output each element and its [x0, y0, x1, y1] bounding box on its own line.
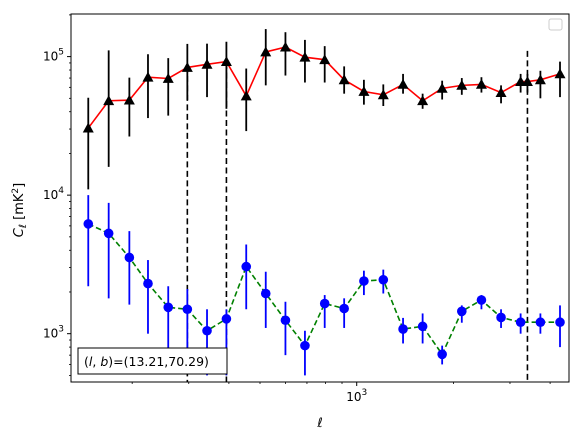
series-group: [82, 29, 566, 376]
series-0-point: [377, 89, 389, 100]
y-tick-label-1: 104: [43, 186, 64, 202]
y-tick-label-2: 105: [43, 48, 64, 64]
series-0-point: [142, 71, 154, 82]
series-1-point: [515, 317, 526, 328]
series-0-point: [338, 74, 350, 85]
series-1-point: [182, 304, 193, 315]
y-tick-label-0: 103: [43, 325, 64, 341]
series-0-point: [475, 78, 487, 89]
series-0-point: [417, 95, 429, 106]
series-0-point: [201, 58, 213, 69]
series-1-point: [221, 314, 232, 324]
series-0-point: [554, 68, 566, 79]
series-1-point: [457, 306, 467, 317]
series-0-point: [397, 78, 409, 89]
series-0-point: [436, 82, 448, 93]
series-1-point: [202, 325, 212, 336]
series-1-point: [103, 228, 114, 239]
series-0-point: [82, 122, 94, 133]
series-0: [82, 29, 566, 190]
x-tick-label-0: 103: [346, 388, 367, 404]
series-0-point: [456, 79, 468, 90]
annotation-text: (l, b)=(13.21,70.29): [84, 354, 209, 369]
series-1-point: [319, 298, 330, 309]
series-0-point: [220, 56, 232, 67]
series-1-point: [535, 317, 546, 328]
series-1-point: [359, 276, 369, 286]
series-1-point: [260, 288, 271, 299]
series-0-point: [162, 72, 174, 83]
axis-ticks: 103 104 105 103: [43, 14, 551, 404]
svg-text:Cℓ [mK2]: Cℓ [mK2]: [11, 183, 29, 237]
series-1-point: [143, 278, 153, 289]
plot-frame: [70, 13, 570, 383]
series-1-point: [555, 317, 565, 328]
series-0-line: [87, 46, 561, 129]
annotation-box: (l, b)=(13.21,70.29): [77, 347, 228, 375]
series-0-point: [299, 51, 311, 62]
series-0-point: [181, 61, 193, 72]
series-1-point: [280, 315, 291, 326]
series-0-point: [358, 85, 370, 96]
series-1-point: [300, 340, 310, 351]
series-1-point: [398, 324, 408, 334]
vlines: [186, 50, 529, 382]
series-1-point: [476, 295, 487, 305]
series-0-point: [103, 95, 115, 106]
series-0-point: [521, 76, 533, 87]
series-1-point: [417, 321, 428, 332]
plot-area: [71, 14, 569, 382]
series-1-point: [124, 252, 135, 263]
series-1-point: [496, 312, 506, 323]
series-1-point: [339, 303, 349, 314]
series-1-point: [83, 219, 94, 229]
series-1-point: [378, 274, 389, 285]
series-1-point: [241, 261, 252, 272]
y-axis-label: Cℓ [mK2]: [11, 183, 29, 237]
series-0-point: [319, 54, 331, 65]
series-0-point: [240, 90, 252, 101]
series-0-point: [534, 74, 546, 85]
series-1-point: [163, 302, 174, 313]
series-0-point: [495, 87, 507, 97]
x-axis-label: ℓ: [316, 416, 322, 431]
series-0-point: [123, 94, 135, 105]
series-0-point: [279, 41, 291, 52]
series-1: [83, 195, 565, 376]
series-1-point: [437, 349, 447, 360]
legend-box: [548, 18, 563, 31]
series-0-point: [260, 46, 272, 57]
